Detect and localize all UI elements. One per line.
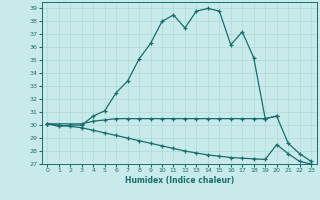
X-axis label: Humidex (Indice chaleur): Humidex (Indice chaleur) [124,176,234,185]
